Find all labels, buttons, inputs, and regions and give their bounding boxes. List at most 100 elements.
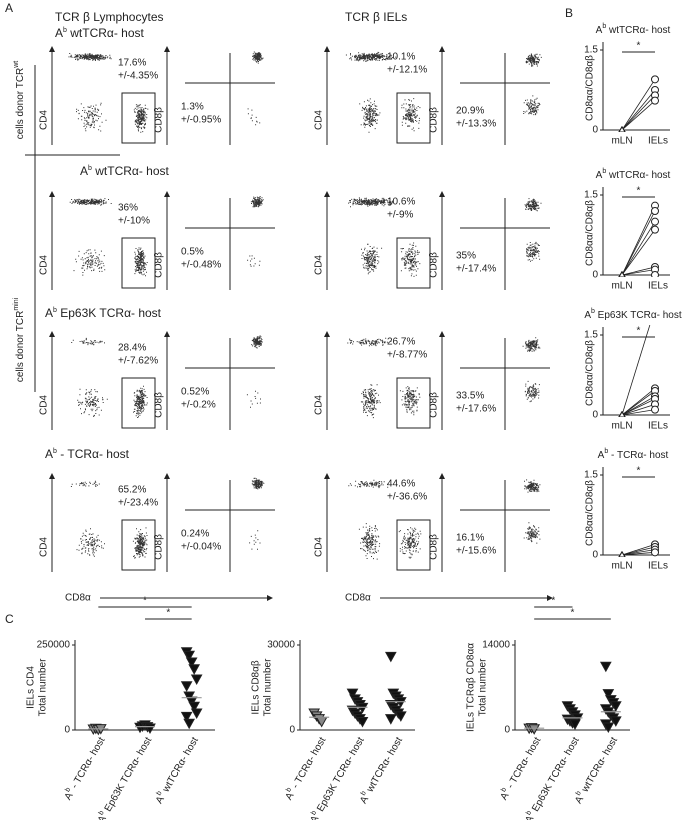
- host-label: Ab wtTCRα- host: [80, 164, 170, 178]
- y-axis-label: IELs TCRαβ CD8αα: [466, 643, 477, 732]
- pair-line: [621, 100, 656, 131]
- data-point: [180, 711, 193, 723]
- host-label: Ab wtTCRα- host: [596, 168, 671, 180]
- pair-line: [621, 398, 656, 416]
- gate: [121, 519, 156, 571]
- data-point: [346, 688, 359, 700]
- y-tick-label: 0: [592, 270, 598, 281]
- host-label: Ab - TCRα- host: [598, 448, 669, 460]
- data-point: [384, 651, 397, 663]
- flow-dots: [246, 335, 263, 408]
- label-base: A: [596, 170, 603, 181]
- y-tick-label: 0: [289, 725, 295, 736]
- host-label: Ab wtTCRα- host: [572, 734, 620, 805]
- data-point: [180, 681, 193, 692]
- label-base: A: [584, 310, 591, 321]
- flow-dots: [347, 337, 421, 419]
- gate-error: +/-0.48%: [181, 260, 221, 271]
- label-base: A: [45, 447, 53, 461]
- mln-point: [618, 411, 626, 417]
- gate: [396, 519, 431, 571]
- label-sup: b: [65, 787, 73, 794]
- sig-star: *: [551, 596, 555, 607]
- axis-label: CD8β: [429, 252, 440, 278]
- label-rest: wtTCRα- host: [363, 735, 405, 796]
- flow-dots: [348, 197, 421, 277]
- side-label: cells donor TCRmini: [13, 297, 25, 382]
- gate-error: +/-17.6%: [456, 404, 496, 415]
- gate-error: +/-0.04%: [181, 542, 221, 553]
- y-axis-label: Total number: [38, 658, 49, 716]
- data-point: [602, 689, 615, 700]
- label-base: cells donor TCR: [15, 68, 26, 140]
- x-tick-label: IELs: [648, 421, 668, 432]
- label-sup: b: [53, 448, 57, 455]
- gate-error: +/-7.62%: [118, 356, 158, 367]
- sig-star: *: [637, 466, 641, 477]
- label-sup: b: [602, 168, 606, 175]
- pair-line: [621, 543, 656, 556]
- axis-label: CD8β: [154, 392, 165, 418]
- gate-percent: 16.1%: [456, 533, 484, 544]
- gate-percent: 10.6%: [387, 197, 415, 208]
- y-tick-label: 250000: [37, 640, 71, 651]
- mln-point: [618, 126, 626, 132]
- label-sup: b: [525, 810, 533, 817]
- flow-dots: [522, 337, 541, 403]
- y-tick-label: 30000: [267, 640, 295, 651]
- sig-star: *: [637, 326, 641, 337]
- gate-error: +/-8.77%: [387, 350, 427, 361]
- label-rest: wtTCRα- host: [606, 170, 670, 181]
- label-base: A: [80, 164, 88, 178]
- flow-dots: [348, 479, 422, 560]
- pair-line: [621, 546, 656, 556]
- flow-dots: [71, 337, 148, 418]
- gate: [396, 92, 431, 144]
- data-point: [188, 701, 201, 713]
- data-point: [183, 691, 196, 703]
- axis-label: CD8β: [429, 107, 440, 133]
- axis-label: CD8α: [65, 593, 91, 604]
- gate: [396, 237, 431, 289]
- axis-label: CD8β: [154, 252, 165, 278]
- y-axis-label: CD8αα/CD8αβ: [585, 55, 596, 121]
- host-label: Ab - TCRα- host: [45, 447, 130, 461]
- label-rest: wtTCRα- host: [578, 735, 620, 796]
- label-sup: b: [63, 27, 67, 34]
- data-point: [185, 696, 198, 708]
- column-title: TCR β Lymphocytes: [55, 10, 164, 24]
- y-axis-label: CD8αα/CD8αβ: [585, 480, 596, 546]
- gate-percent: 44.6%: [387, 479, 415, 490]
- pair-line: [621, 95, 656, 131]
- data-point: [183, 718, 196, 730]
- label-rest: wtTCRα- host: [92, 164, 170, 178]
- gate-percent: 0.24%: [181, 529, 209, 540]
- pair-line: [621, 403, 656, 416]
- y-axis-label: CD8αα/CD8αβ: [585, 340, 596, 406]
- gate: [121, 92, 156, 144]
- host-label: Ab wtTCRα- host: [357, 734, 405, 805]
- side-label: cells donor TCRwt: [13, 61, 25, 140]
- x-tick-label: IELs: [648, 281, 668, 292]
- label-base: A: [308, 814, 321, 820]
- label-base: A: [96, 814, 109, 820]
- gate-error: +/-0.95%: [181, 115, 221, 126]
- y-tick-label: 0: [64, 725, 70, 736]
- panel-label: B: [565, 6, 573, 20]
- gate-error: +/-4.35%: [118, 71, 158, 82]
- label-sup: b: [604, 448, 608, 455]
- gate-percent: 33.5%: [456, 391, 484, 402]
- pair-line: [621, 325, 651, 416]
- label-sup: b: [360, 790, 368, 797]
- data-point: [609, 701, 622, 712]
- axis-label: CD8β: [429, 534, 440, 560]
- pair-line: [621, 390, 656, 416]
- data-point: [394, 711, 407, 722]
- host-label: Ab wtTCRα- host: [153, 734, 201, 805]
- y-tick-label: 0: [592, 550, 598, 561]
- host-label: Ab wtTCRα- host: [55, 26, 145, 40]
- y-tick-label: 1.5: [584, 330, 598, 341]
- label-rest: - TCRα- host: [57, 447, 130, 461]
- iel-point: [651, 75, 659, 84]
